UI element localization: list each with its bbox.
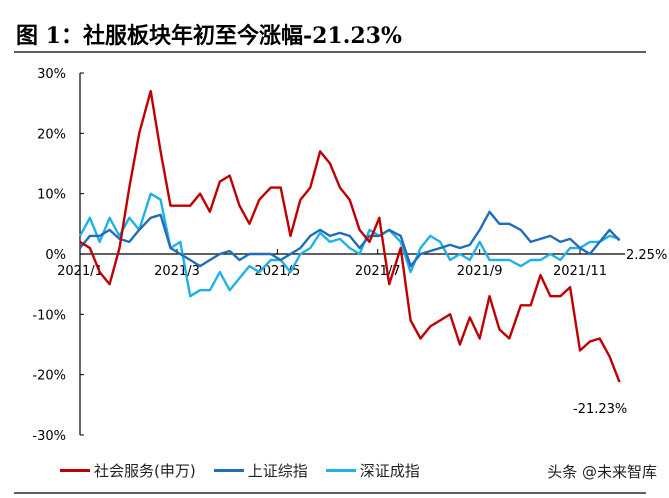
series-line-0 — [79, 89, 621, 383]
y-tick-label: 0% — [45, 248, 66, 263]
legend-item-social-services: 社会服务(申万) — [60, 460, 196, 481]
legend-item-shenzhen: 深证成指 — [325, 460, 420, 481]
legend-swatch — [60, 469, 90, 472]
legend-swatch — [325, 469, 356, 472]
y-tick-label: -20% — [32, 369, 66, 384]
x-tick-label: 2021/11 — [553, 264, 607, 279]
annotation-end-index: 2.25% — [626, 248, 667, 263]
legend-label: 深证成指 — [359, 462, 420, 480]
x-tick-label: 2021/3 — [154, 264, 200, 279]
annotation-end-sector: -21.23% — [573, 402, 627, 417]
watermark: 头条 @未来智库 — [547, 463, 657, 481]
y-tick-label: 20% — [37, 127, 66, 142]
y-tick-label: -30% — [32, 429, 66, 444]
x-tick-label: 2021/5 — [254, 264, 300, 279]
legend: 社会服务(申万) 上证综指 深证成指 — [60, 460, 420, 481]
legend-swatch — [213, 469, 244, 472]
x-tick-label: 2021/9 — [457, 264, 503, 279]
x-tick-label: 2021/7 — [355, 264, 401, 279]
legend-label: 社会服务(申万) — [94, 462, 196, 480]
legend-label: 上证综指 — [247, 462, 308, 480]
y-tick-label: -10% — [32, 308, 66, 323]
y-tick-label: 30% — [37, 67, 66, 82]
series-line-1 — [79, 210, 621, 268]
x-tick-label: 2021/1 — [57, 264, 103, 279]
chart-title: 图 1：社服板块年初至今涨幅-21.23% — [16, 23, 402, 49]
legend-item-shanghai: 上证综指 — [213, 460, 308, 481]
y-tick-label: 10% — [37, 188, 66, 203]
